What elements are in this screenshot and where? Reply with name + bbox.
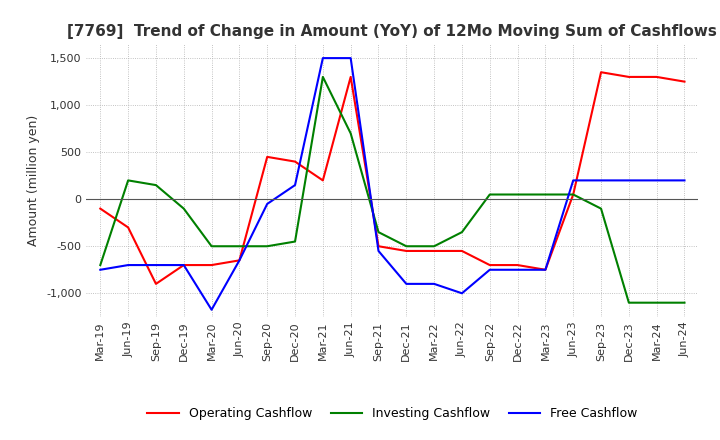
Line: Free Cashflow: Free Cashflow [100, 58, 685, 310]
Investing Cashflow [541, 192, 550, 197]
Operating Cashflow [96, 206, 104, 211]
Investing Cashflow [235, 244, 243, 249]
Operating Cashflow [291, 159, 300, 164]
Free Cashflow [597, 178, 606, 183]
Free Cashflow [430, 281, 438, 286]
Free Cashflow [458, 291, 467, 296]
Free Cashflow [179, 262, 188, 268]
Free Cashflow [374, 248, 383, 253]
Investing Cashflow [485, 192, 494, 197]
Investing Cashflow [569, 192, 577, 197]
Investing Cashflow [402, 244, 410, 249]
Investing Cashflow [96, 262, 104, 268]
Operating Cashflow [263, 154, 271, 160]
Free Cashflow [624, 178, 633, 183]
Legend: Operating Cashflow, Investing Cashflow, Free Cashflow: Operating Cashflow, Investing Cashflow, … [143, 402, 642, 425]
Investing Cashflow [291, 239, 300, 244]
Line: Operating Cashflow: Operating Cashflow [100, 72, 685, 284]
Free Cashflow [291, 183, 300, 188]
Operating Cashflow [124, 225, 132, 230]
Free Cashflow [207, 307, 216, 312]
Operating Cashflow [597, 70, 606, 75]
Free Cashflow [652, 178, 661, 183]
Investing Cashflow [597, 206, 606, 211]
Operating Cashflow [680, 79, 689, 84]
Title: [7769]  Trend of Change in Amount (YoY) of 12Mo Moving Sum of Cashflows: [7769] Trend of Change in Amount (YoY) o… [68, 24, 717, 39]
Investing Cashflow [318, 74, 327, 80]
Operating Cashflow [318, 178, 327, 183]
Free Cashflow [541, 267, 550, 272]
Investing Cashflow [179, 206, 188, 211]
Free Cashflow [680, 178, 689, 183]
Operating Cashflow [624, 74, 633, 80]
Investing Cashflow [624, 300, 633, 305]
Free Cashflow [402, 281, 410, 286]
Free Cashflow [485, 267, 494, 272]
Investing Cashflow [207, 244, 216, 249]
Investing Cashflow [346, 131, 355, 136]
Investing Cashflow [152, 183, 161, 188]
Operating Cashflow [569, 192, 577, 197]
Operating Cashflow [152, 281, 161, 286]
Operating Cashflow [179, 262, 188, 268]
Operating Cashflow [458, 248, 467, 253]
Operating Cashflow [374, 244, 383, 249]
Operating Cashflow [652, 74, 661, 80]
Operating Cashflow [235, 258, 243, 263]
Free Cashflow [124, 262, 132, 268]
Investing Cashflow [458, 230, 467, 235]
Free Cashflow [513, 267, 522, 272]
Investing Cashflow [652, 300, 661, 305]
Operating Cashflow [346, 74, 355, 80]
Free Cashflow [569, 178, 577, 183]
Operating Cashflow [541, 267, 550, 272]
Investing Cashflow [680, 300, 689, 305]
Investing Cashflow [430, 244, 438, 249]
Line: Investing Cashflow: Investing Cashflow [100, 77, 685, 303]
Operating Cashflow [207, 262, 216, 268]
Operating Cashflow [430, 248, 438, 253]
Free Cashflow [263, 201, 271, 206]
Investing Cashflow [513, 192, 522, 197]
Investing Cashflow [374, 230, 383, 235]
Operating Cashflow [513, 262, 522, 268]
Investing Cashflow [124, 178, 132, 183]
Free Cashflow [346, 55, 355, 61]
Y-axis label: Amount (million yen): Amount (million yen) [27, 115, 40, 246]
Operating Cashflow [485, 262, 494, 268]
Free Cashflow [152, 262, 161, 268]
Free Cashflow [96, 267, 104, 272]
Operating Cashflow [402, 248, 410, 253]
Investing Cashflow [263, 244, 271, 249]
Free Cashflow [318, 55, 327, 61]
Free Cashflow [235, 258, 243, 263]
